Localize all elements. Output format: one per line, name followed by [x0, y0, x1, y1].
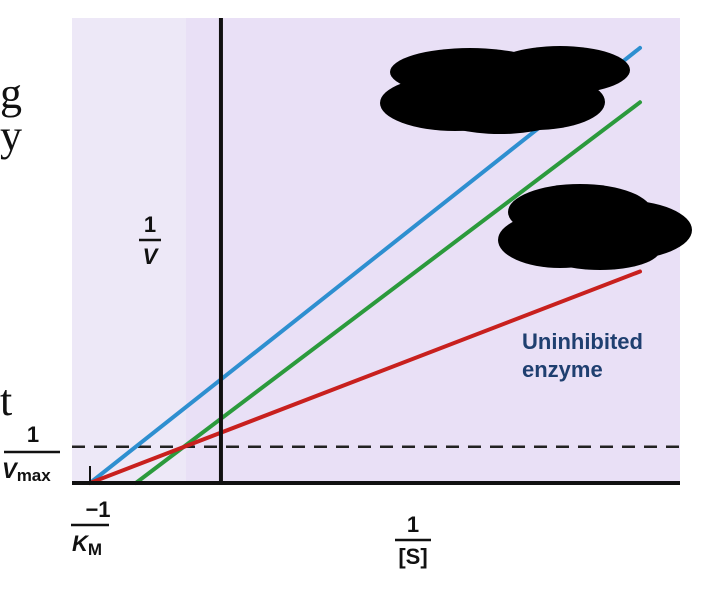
redaction-blob-middle	[498, 184, 692, 270]
series-line-uninhibited	[88, 269, 642, 485]
cropped-text-y-fragment: y	[0, 111, 22, 160]
vmax-label-denominator: Vmax	[2, 458, 51, 485]
y-label-numerator: 1	[144, 212, 156, 237]
y-label-denominator: V	[143, 244, 160, 269]
x-label-denominator: [S]	[398, 544, 427, 569]
cropped-text-g: g	[0, 69, 22, 118]
km-label-sub: M	[88, 540, 102, 559]
x-label-numerator: 1	[407, 512, 419, 537]
redaction-blob-top	[380, 46, 630, 134]
plot-background-left	[72, 18, 186, 483]
vmax-label-sub: max	[17, 466, 52, 485]
uninhibited-annotation-line1: Uninhibited	[522, 329, 643, 354]
km-label-numerator: −1	[85, 497, 110, 522]
km-label-k: K	[72, 531, 90, 556]
uninhibited-annotation-line2: enzyme	[522, 357, 603, 382]
cropped-text-t: t	[0, 376, 12, 425]
km-label-denominator: KM	[72, 531, 102, 559]
vmax-label-numerator: 1	[27, 422, 39, 447]
vmax-label-v: V	[2, 458, 19, 483]
